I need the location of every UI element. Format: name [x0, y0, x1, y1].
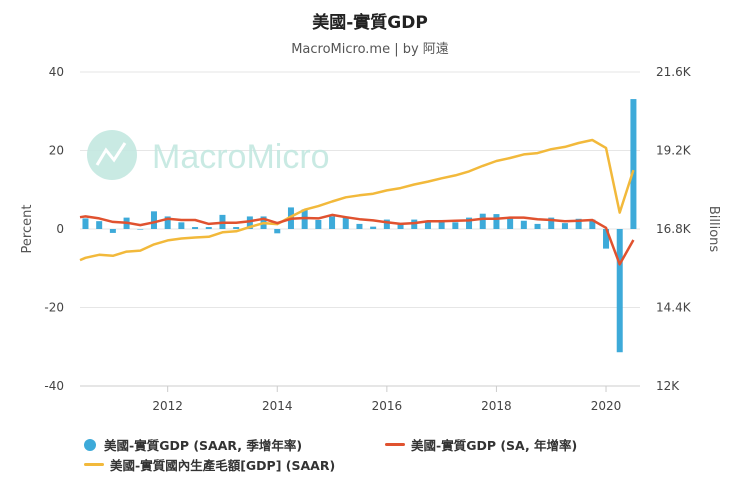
bar[interactable] — [150, 211, 157, 229]
x-tick-label: 2012 — [152, 399, 183, 413]
bar[interactable] — [342, 217, 349, 229]
y-left-tick-label: 40 — [49, 65, 64, 79]
bar[interactable] — [438, 219, 445, 229]
x-tick-label: 2014 — [262, 399, 293, 413]
watermark-logo-icon — [87, 130, 137, 180]
bar[interactable] — [616, 229, 623, 353]
y-right-tick-label: 12K — [656, 379, 680, 393]
y-left-tick-label: 0 — [56, 222, 64, 236]
gdp-level-line[interactable] — [79, 138, 635, 262]
bar[interactable] — [329, 216, 336, 229]
bar[interactable] — [315, 219, 322, 229]
bar[interactable] — [603, 229, 610, 249]
bar[interactable] — [109, 229, 116, 233]
y-right-tick-label: 14.4K — [656, 301, 692, 315]
gdp-yoy-line[interactable] — [79, 213, 635, 266]
x-tick-label: 2016 — [372, 399, 403, 413]
legend-dot-icon — [84, 438, 96, 451]
bar[interactable] — [534, 223, 541, 229]
bar[interactable] — [548, 217, 555, 229]
legend-line-icon — [84, 463, 104, 466]
bar[interactable] — [137, 229, 144, 230]
bar[interactable] — [164, 216, 171, 229]
y-axis-right-label: Billions — [706, 206, 721, 253]
y-right-tick-label: 19.2K — [656, 144, 692, 158]
chart-title: 美國-實質GDP — [312, 13, 428, 33]
x-tick-label: 2018 — [481, 399, 512, 413]
bar[interactable] — [274, 229, 281, 234]
bar[interactable] — [356, 223, 363, 229]
bar[interactable] — [96, 221, 103, 229]
y-axis-left-label: Percent — [20, 205, 35, 254]
legend-item-level[interactable]: 美國-實質國內生產毛額[GDP] (SAAR) — [84, 455, 335, 474]
legend-label-level: 美國-實質國內生產毛額[GDP] (SAAR) — [110, 458, 336, 473]
bar[interactable] — [479, 213, 486, 229]
legend-item-yoy[interactable]: 美國-實質GDP (SA, 年增率) — [385, 435, 577, 454]
bar[interactable] — [589, 219, 596, 229]
y-right-tick-label: 16.8K — [656, 222, 692, 236]
bar[interactable] — [178, 222, 185, 229]
y-left-tick-label: -20 — [44, 301, 64, 315]
watermark-text: MacroMicro — [152, 138, 330, 176]
bar[interactable] — [82, 218, 89, 229]
bar[interactable] — [466, 217, 473, 229]
x-tick-label: 2020 — [591, 399, 622, 413]
chart-subtitle: MacroMicro.me | by 阿遠 — [291, 42, 449, 57]
y-right-tick-label: 21.6K — [656, 65, 692, 79]
bar[interactable] — [493, 214, 500, 229]
legend-label-qoq: 美國-實質GDP (SAAR, 季增年率) — [104, 438, 303, 453]
bar[interactable] — [507, 218, 514, 229]
bar[interactable] — [452, 222, 459, 229]
legend-line-icon — [385, 443, 405, 446]
y-left-tick-label: -40 — [44, 379, 64, 393]
bar[interactable] — [575, 218, 582, 229]
watermark: MacroMicro — [87, 130, 330, 180]
bar[interactable] — [424, 221, 431, 229]
bar[interactable] — [397, 224, 404, 229]
bar[interactable] — [205, 227, 212, 229]
y-left-tick-label: 20 — [49, 144, 64, 158]
legend-label-yoy: 美國-實質GDP (SA, 年增率) — [411, 438, 578, 453]
watermark-logo-chart-icon — [95, 142, 127, 166]
axes: 40 20 0 -20 -40 21.6K 19.2K 16.8K 14.4K 12K 2012 20… — [44, 65, 691, 413]
bar[interactable] — [233, 227, 240, 229]
bar[interactable] — [370, 226, 377, 229]
bar[interactable] — [192, 227, 199, 229]
line-series — [79, 138, 635, 266]
legend-item-qoq[interactable]: 美國-實質GDP (SAAR, 季增年率) — [84, 435, 302, 454]
bar[interactable] — [383, 219, 390, 229]
bar[interactable] — [520, 220, 527, 229]
bar[interactable] — [246, 216, 253, 229]
bar[interactable] — [561, 223, 568, 229]
bar[interactable] — [630, 99, 637, 230]
